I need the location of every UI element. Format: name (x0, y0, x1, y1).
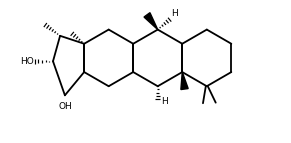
Text: HO: HO (20, 57, 33, 66)
Polygon shape (181, 72, 188, 90)
Text: OH: OH (58, 102, 72, 111)
Polygon shape (144, 13, 158, 30)
Text: H: H (171, 9, 178, 18)
Text: H: H (161, 97, 168, 106)
